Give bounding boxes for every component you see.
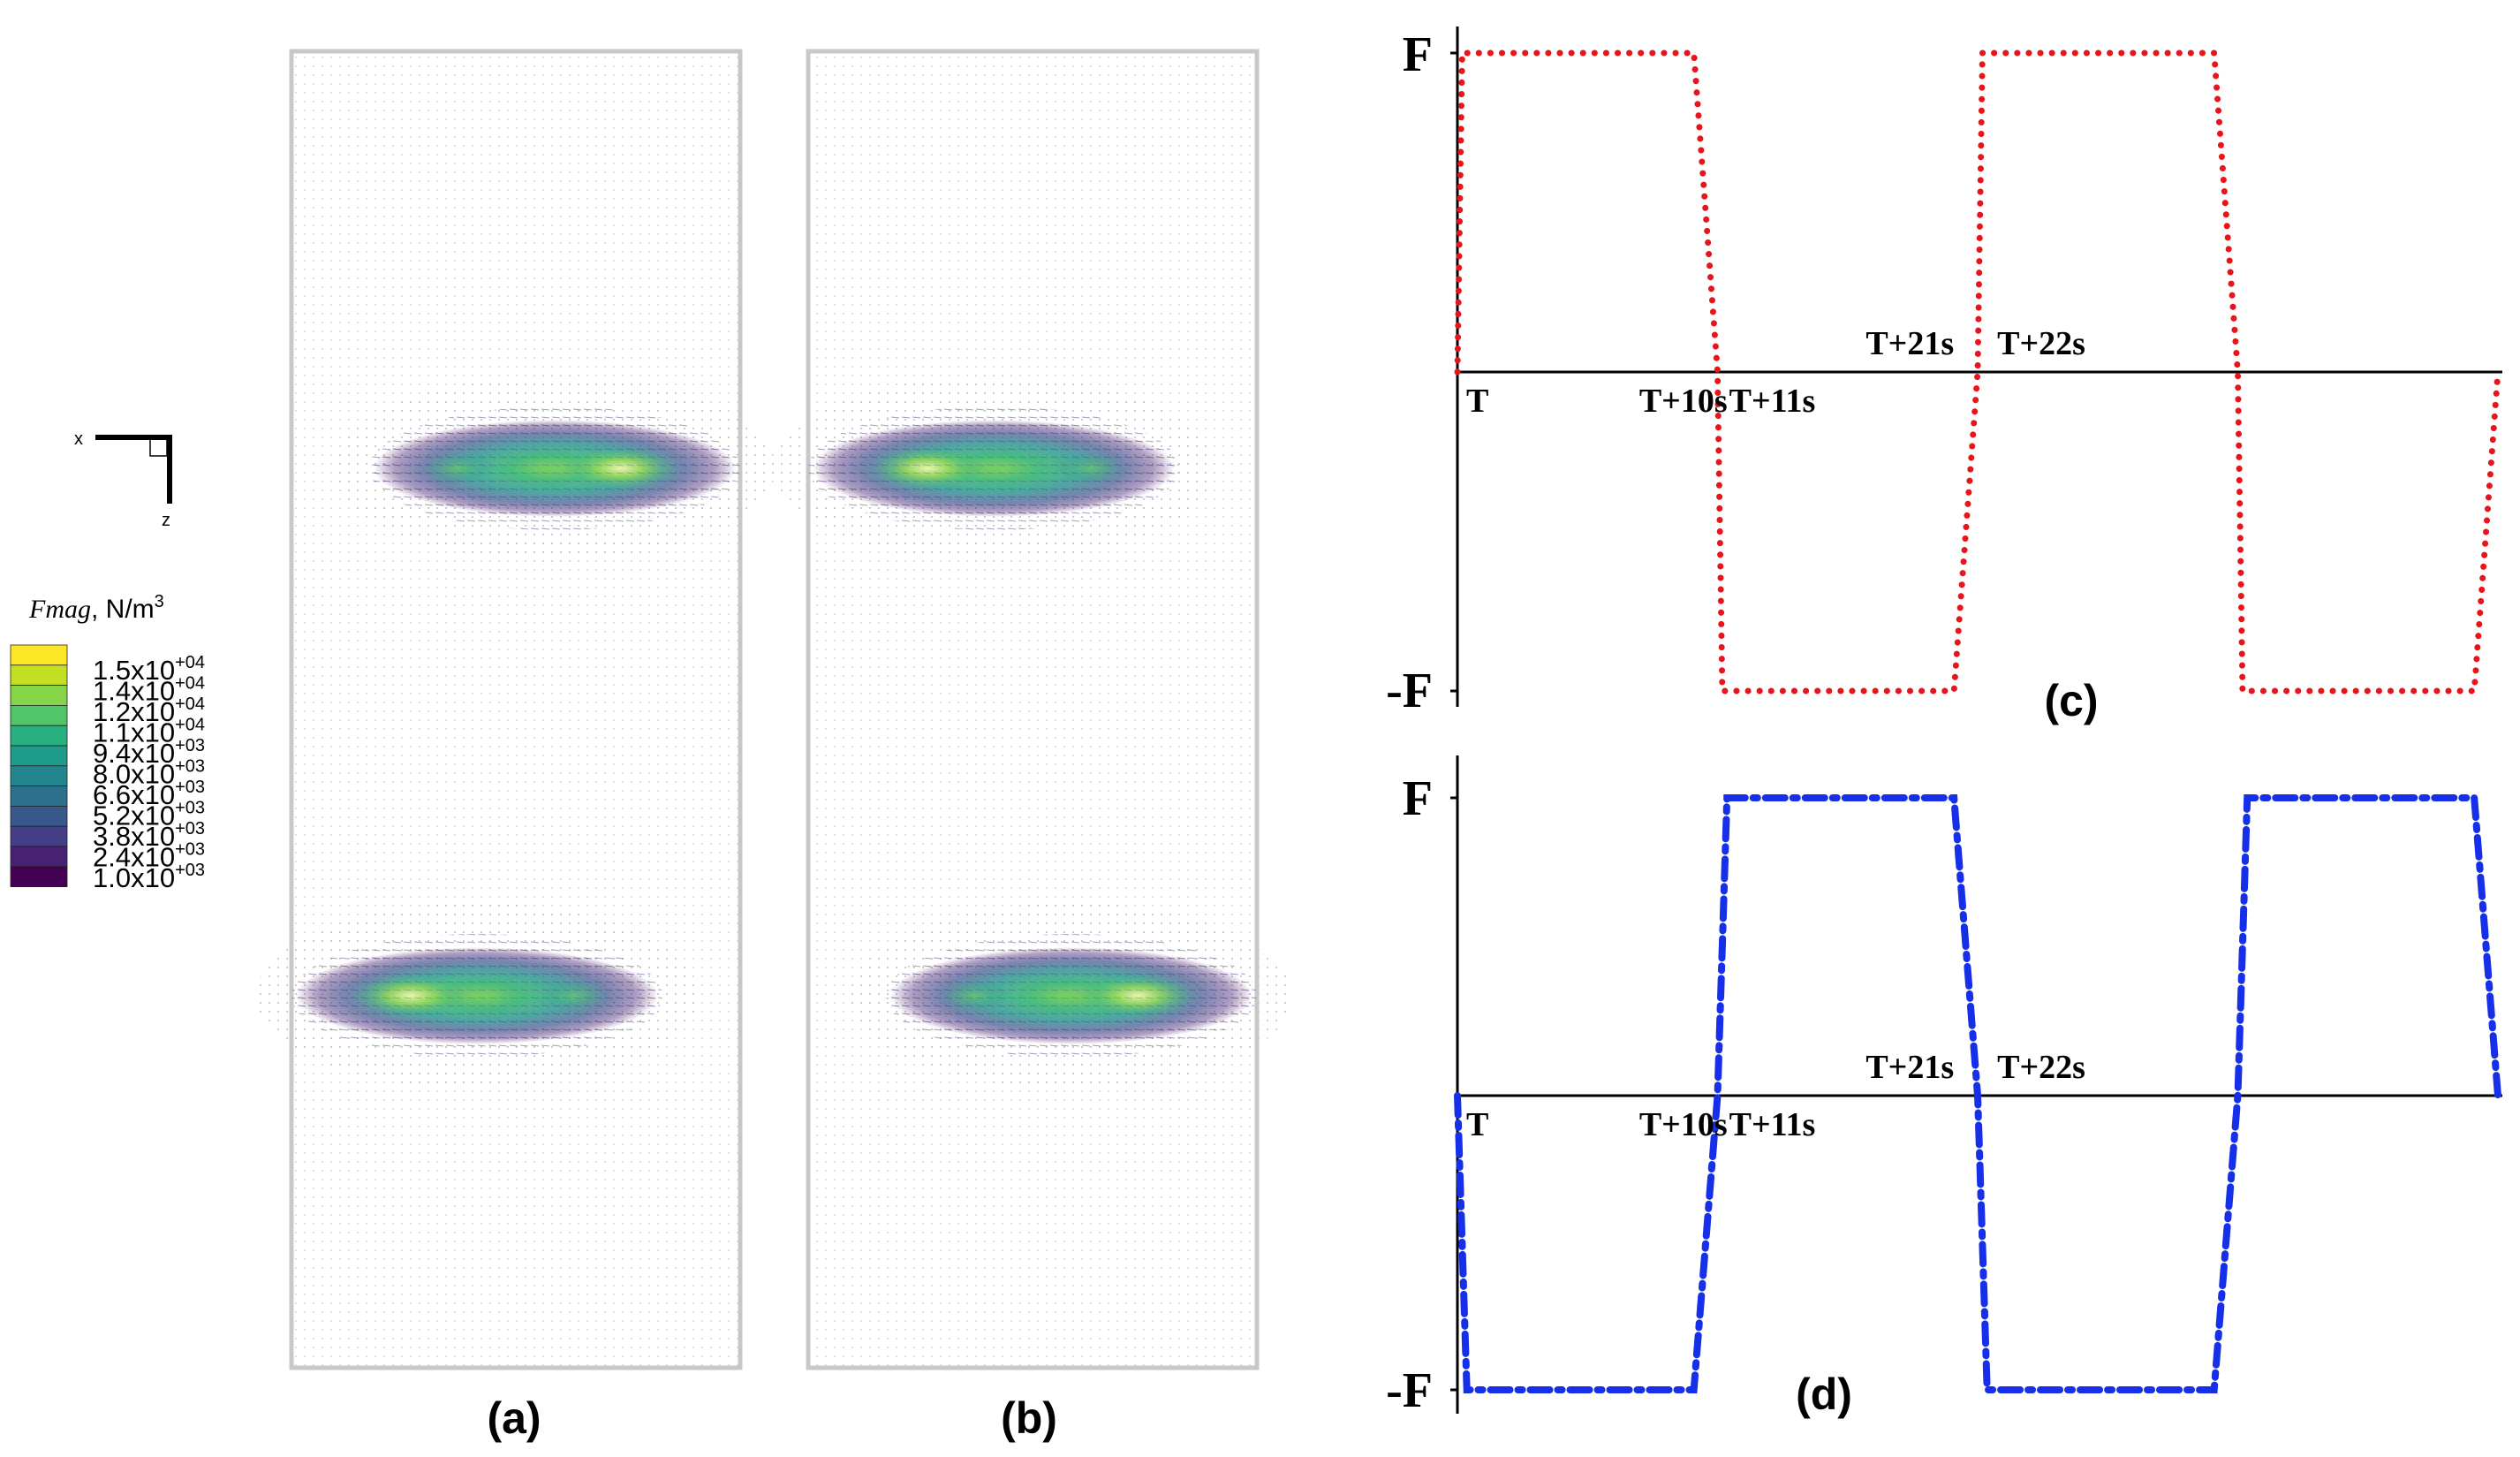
legend-level-label: 1.0x10+03 [93,861,205,893]
legend-title-sup: 3 [155,592,164,611]
force-lobe [256,903,698,1089]
panel-a: (a) [256,49,776,1443]
legend-swatch [10,806,68,827]
legend-title-italic: Fmag [28,595,91,624]
legend-swatch [10,705,68,726]
legend-swatch [10,725,68,747]
legend-swatch [10,866,68,887]
time-annotation: T+10s [1639,1106,1728,1143]
legend-labels: 1.5x10+041.4x10+041.2x10+041.1x10+049.4x… [93,653,205,893]
time-annotation: T+11s [1729,383,1816,420]
color-legend: Fmag, N/m3 1.5x10+041.4x10+041.2x10+041.… [10,592,205,893]
chart-c-label-top: F [1403,27,1433,82]
chart-c-series [1454,49,2501,694]
time-annotation: T+11s [1729,1106,1816,1143]
chart-c-panel-label: (c) [2044,676,2098,725]
chart-d-label-top: F [1403,771,1433,826]
legend-level-label: 1.1x10+04 [93,715,205,747]
triad-marker [149,438,168,457]
chart-c-label-bottom: -F [1386,664,1433,718]
panel-a-label: (a) [487,1393,541,1443]
legend-level-label: 3.8x10+03 [93,819,205,852]
chart-c: F -F T T+10s T+11s T+21s T+22s (c) [1386,27,2502,725]
chart-d-panel-label: (d) [1796,1370,1852,1419]
panel-b-domain [806,49,1260,1370]
triad-x-label: x [74,429,83,449]
axes-triad: x z [74,429,172,530]
time-annotation: T [1466,383,1488,420]
time-annotation: T [1466,1106,1488,1143]
force-lobe [334,376,776,561]
legend-swatch [10,644,68,666]
legend-level-label: 8.0x10+03 [93,756,205,789]
legend-title: Fmag, N/m3 [28,592,164,624]
panel-b: (b) [773,49,1292,1443]
legend-level-label: 5.2x10+03 [93,799,205,831]
legend-swatch [10,685,68,706]
time-annotation: T+22s [1997,1049,2085,1086]
legend-level-label: 1.2x10+04 [93,694,205,727]
panel-a-lobes [256,376,776,1089]
panel-b-label: (b) [1001,1393,1057,1443]
legend-level-label: 6.6x10+03 [93,778,205,810]
chart-d-annotations: T T+10s T+11s T+21s T+22s [1466,1049,2085,1143]
legend-swatch [10,825,68,847]
force-lobe [773,376,1215,561]
legend-swatch [10,785,68,807]
legend-swatch [10,745,68,767]
legend-level-label: 9.4x10+03 [93,736,205,769]
time-annotation: T+21s [1865,1049,1954,1086]
legend-swatches [10,644,68,887]
chart-d: F -F T T+10s T+11s T+21s T+22s (d) [1386,755,2502,1419]
legend-level-label: 2.4x10+03 [93,840,205,873]
time-annotation: T+10s [1639,383,1728,420]
panel-a-domain [289,49,743,1370]
legend-swatch [10,846,68,868]
legend-swatch [10,765,68,786]
panel-b-lobes [773,376,1292,1089]
legend-title-unit: , N/m [91,595,155,624]
force-lobe [851,903,1292,1089]
chart-d-series [1454,794,2501,1393]
time-annotation: T+22s [1997,325,2085,362]
legend-level-label: 1.5x10+04 [93,653,205,686]
chart-c-annotations: T T+10s T+11s T+21s T+22s [1466,325,2085,420]
time-annotation: T+21s [1865,325,1954,362]
legend-swatch [10,664,68,686]
chart-d-label-bottom: -F [1386,1363,1433,1418]
triad-z-label: z [162,511,170,530]
legend-level-label: 1.4x10+04 [93,673,205,706]
